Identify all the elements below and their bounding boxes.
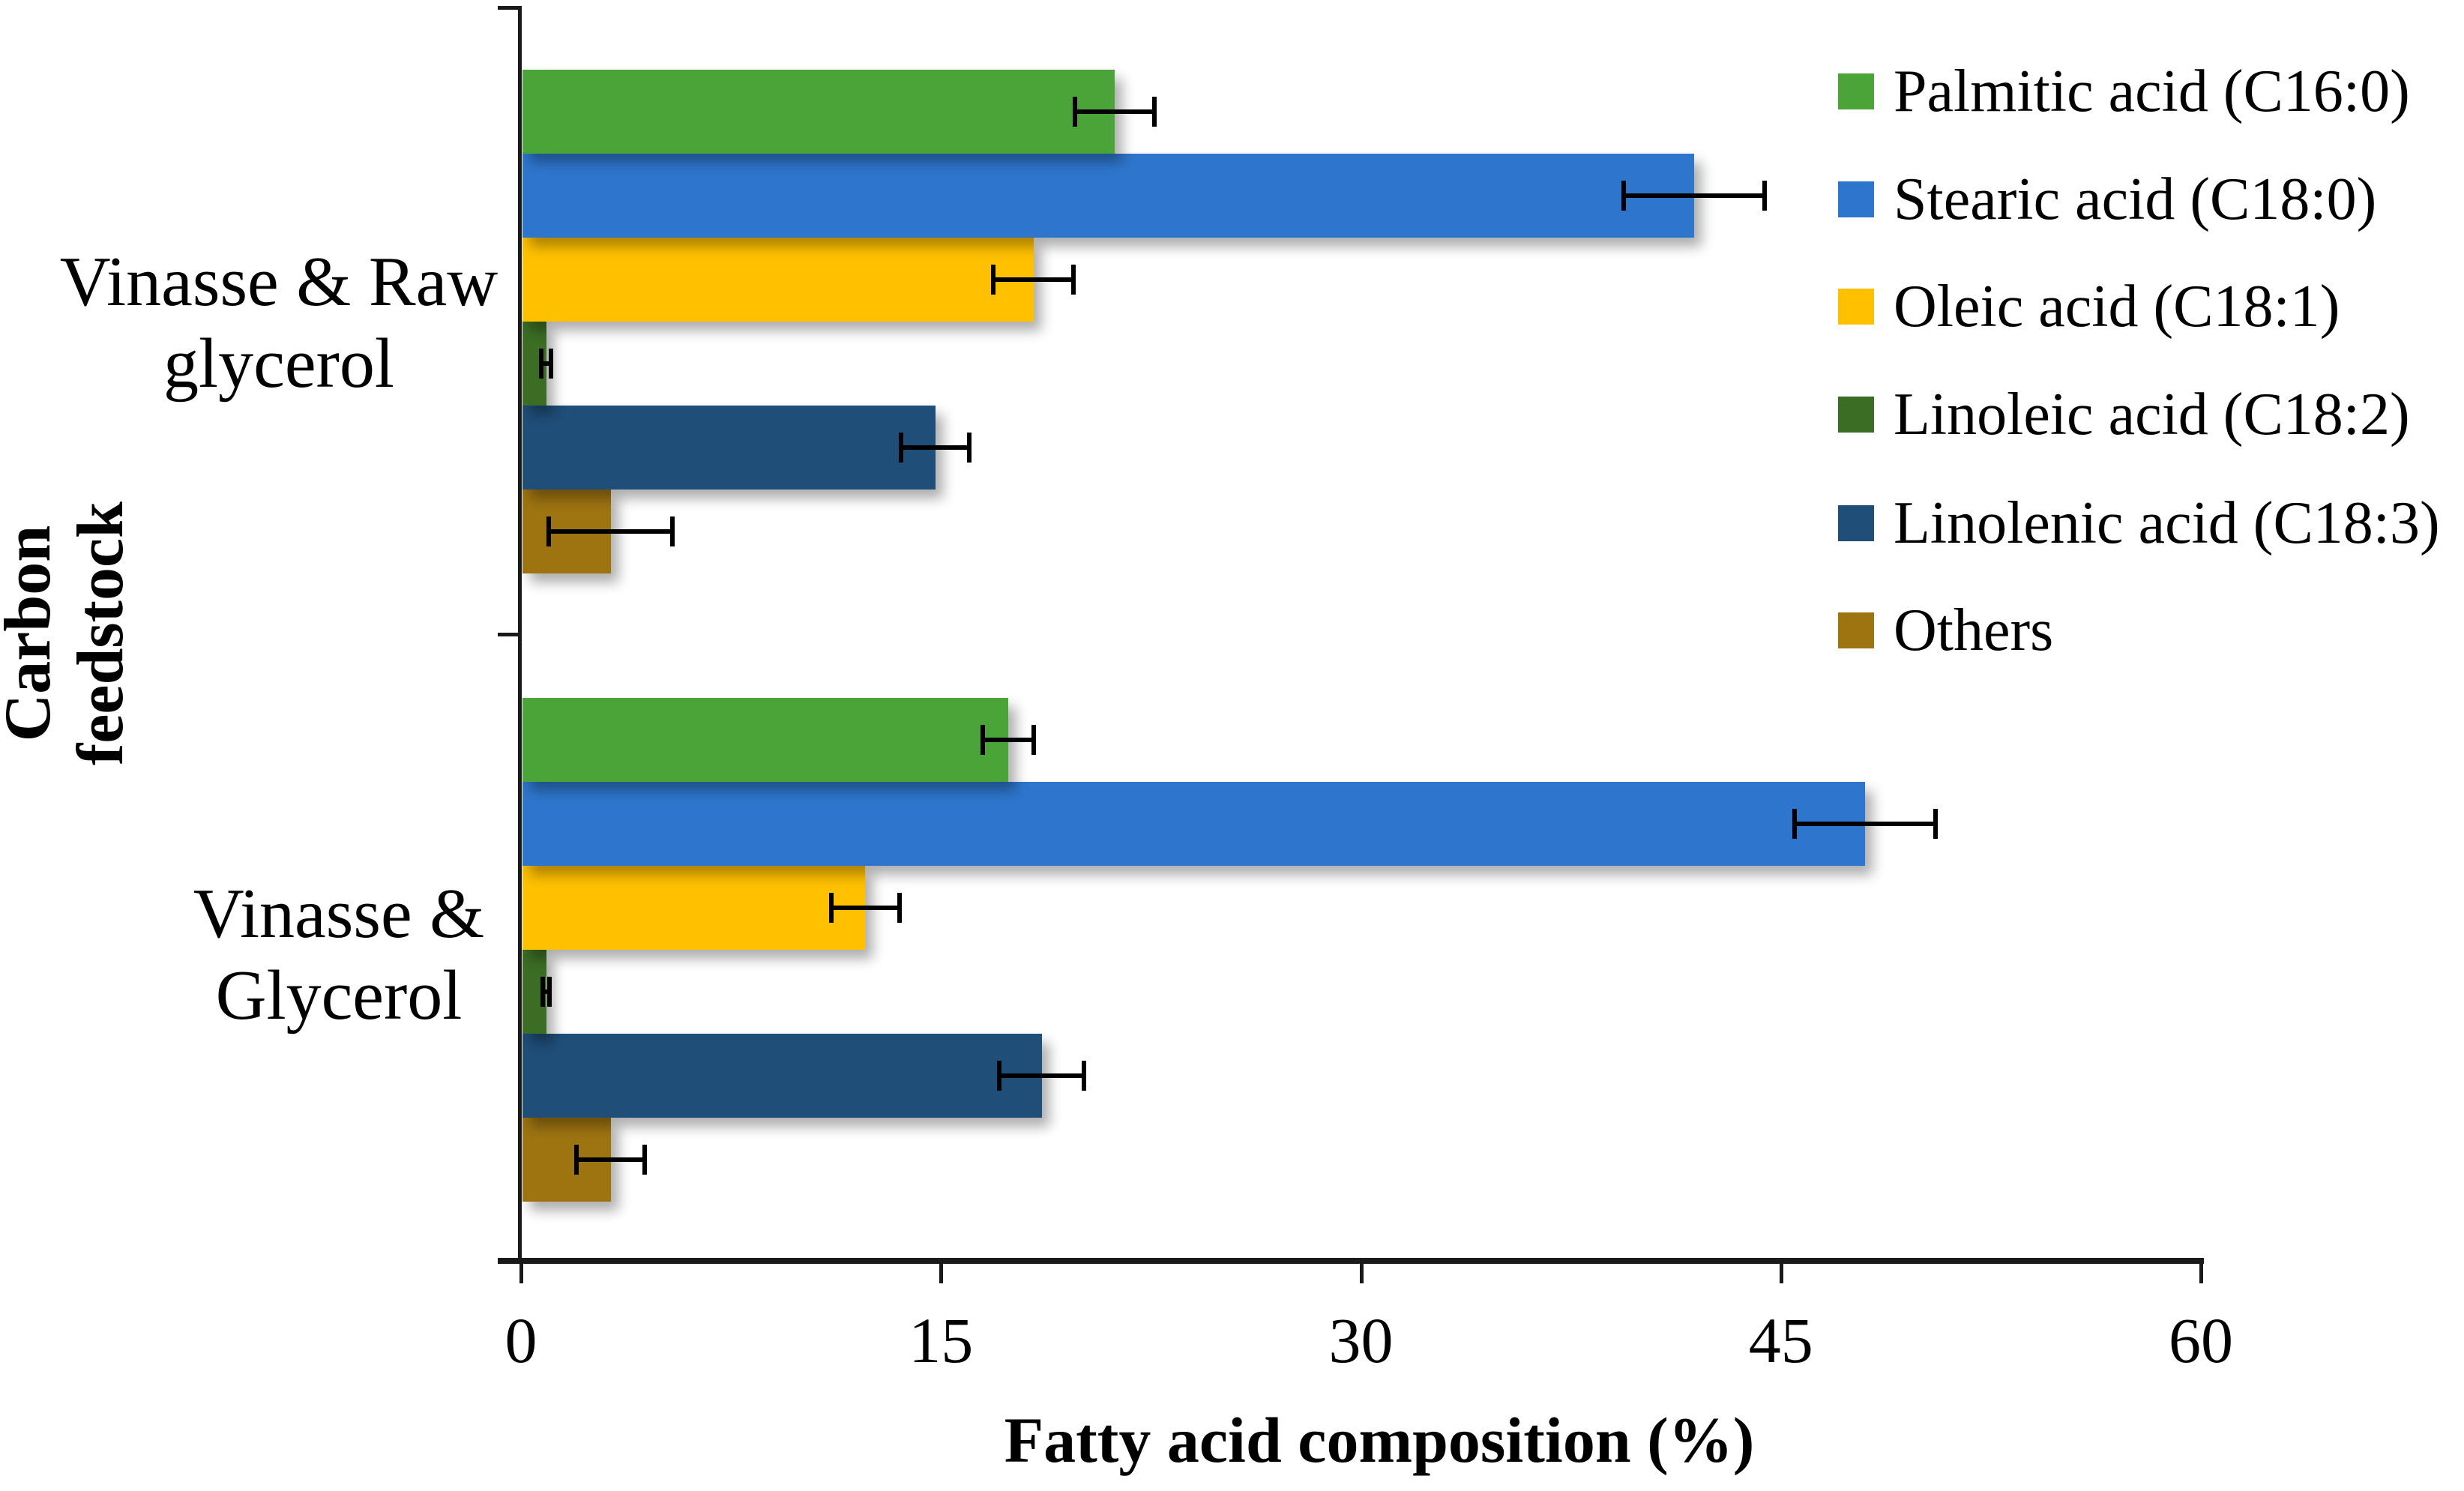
x-tick-label-60: 60 [2169, 1304, 2233, 1376]
legend-label-others: Others [1894, 597, 2054, 663]
bar-vinasse-raw-glycerol-linolenic-acid-c18-3 [522, 406, 936, 490]
error-cap-left [1072, 97, 1077, 127]
error-cap-left [828, 893, 834, 923]
legend-label-oleic-acid-c18-1: Oleic acid (C18:1) [1894, 273, 2340, 340]
x-axis-title: Fatty acid composition (%) [1004, 1404, 1755, 1476]
error-whisker [996, 1073, 1087, 1078]
bar-vinasse-raw-glycerol-oleic-acid-c18-1 [522, 238, 1034, 322]
error-cap-right [1933, 809, 1938, 839]
legend-swatch-palmitic-acid-c16-0 [1838, 73, 1874, 109]
x-tick-label-30: 30 [1328, 1304, 1394, 1376]
error-whisker [980, 738, 1037, 742]
error-bar-vinasse-raw-glycerol-oleic-acid-c18-1 [991, 265, 1076, 295]
legend-label-palmitic-acid-c16-0: Palmitic acid (C16:0) [1894, 58, 2410, 124]
error-bar-vinasse-glycerol-palmitic-acid-c16-0 [980, 725, 1037, 755]
error-whisker [1621, 193, 1768, 198]
legend-item-linolenic-acid-c18-3: Linolenic acid (C18:3) [1838, 475, 2440, 572]
x-tick-mark-60 [2199, 1262, 2203, 1283]
legend-label-stearic-acid-c18-0: Stearic acid (C18:0) [1894, 166, 2377, 232]
category-label-vinasse-raw-glycerol: Vinasse & Raw glycerol [59, 243, 498, 403]
legend-item-others: Others [1838, 582, 2053, 679]
legend-item-stearic-acid-c18-0: Stearic acid (C18:0) [1838, 151, 2376, 248]
error-cap-left [991, 265, 996, 295]
error-cap-left [980, 725, 985, 755]
error-cap-right [1031, 725, 1037, 755]
bar-vinasse-glycerol-stearic-acid-c18-0 [522, 782, 1865, 866]
bar-vinasse-glycerol-oleic-acid-c18-1 [522, 866, 866, 950]
legend-swatch-linolenic-acid-c18-3 [1838, 505, 1874, 541]
x-tick-label-15: 15 [909, 1304, 974, 1376]
x-tick-mark-30 [1359, 1262, 1364, 1283]
x-tick-mark-0 [519, 1262, 523, 1283]
legend-item-palmitic-acid-c16-0: Palmitic acid (C16:0) [1838, 43, 2410, 140]
bar-vinasse-raw-glycerol-stearic-acid-c18-0 [522, 154, 1694, 238]
category-label-vinasse-glycerol: Vinasse & Glycerol [193, 875, 485, 1035]
error-whisker [1792, 822, 1938, 826]
error-bar-vinasse-glycerol-others [573, 1145, 648, 1175]
y-axis-top-boundary-tick [498, 6, 520, 10]
error-whisker [991, 277, 1076, 282]
error-cap-right [1082, 1061, 1087, 1091]
x-tick-mark-45 [1779, 1262, 1783, 1283]
error-bar-vinasse-glycerol-oleic-acid-c18-1 [828, 893, 902, 923]
error-bar-vinasse-glycerol-stearic-acid-c18-0 [1792, 809, 1938, 839]
error-cap-left [573, 1145, 579, 1175]
error-cap-left [546, 516, 551, 546]
error-cap-left [540, 977, 546, 1007]
error-bar-vinasse-raw-glycerol-others [546, 516, 675, 546]
error-cap-left [1792, 809, 1797, 839]
y-axis-title: Carbon feedstock [0, 501, 137, 765]
error-whisker [546, 529, 675, 534]
error-cap-right [1762, 181, 1768, 211]
error-cap-right [670, 516, 675, 546]
error-whisker [1072, 109, 1157, 114]
error-cap-left [539, 349, 544, 379]
error-whisker [828, 906, 902, 910]
x-tick-label-45: 45 [1748, 1304, 1813, 1376]
legend-label-linoleic-acid-c18-2: Linoleic acid (C18:2) [1894, 381, 2410, 448]
error-whisker [539, 361, 553, 366]
legend-item-oleic-acid-c18-1: Oleic acid (C18:1) [1838, 258, 2340, 355]
error-cap-right [548, 349, 553, 379]
legend-swatch-linoleic-acid-c18-2 [1838, 397, 1874, 433]
error-bar-vinasse-raw-glycerol-stearic-acid-c18-0 [1621, 181, 1768, 211]
error-cap-right [547, 977, 552, 1007]
error-cap-left [1621, 181, 1626, 211]
x-tick-label-0: 0 [504, 1304, 537, 1376]
error-cap-right [1151, 97, 1157, 127]
error-cap-right [1070, 265, 1076, 295]
error-bar-vinasse-glycerol-linoleic-acid-c18-2 [540, 977, 552, 1007]
error-cap-left [899, 433, 904, 463]
error-whisker [899, 445, 972, 450]
error-bar-vinasse-raw-glycerol-linoleic-acid-c18-2 [539, 349, 553, 379]
bar-vinasse-glycerol-palmitic-acid-c16-0 [522, 698, 1008, 782]
error-cap-right [642, 1145, 648, 1175]
legend-item-linoleic-acid-c18-2: Linoleic acid (C18:2) [1838, 366, 2410, 463]
legend-swatch-oleic-acid-c18-1 [1838, 289, 1874, 325]
legend-label-linolenic-acid-c18-3: Linolenic acid (C18:3) [1894, 490, 2440, 556]
x-axis-line [498, 1258, 2204, 1264]
x-tick-mark-15 [939, 1262, 944, 1283]
error-bar-vinasse-raw-glycerol-palmitic-acid-c16-0 [1072, 97, 1157, 127]
error-whisker [540, 990, 552, 994]
bar-vinasse-glycerol-linolenic-acid-c18-3 [522, 1034, 1042, 1118]
y-axis-middle-boundary-tick [498, 633, 520, 636]
bar-vinasse-raw-glycerol-palmitic-acid-c16-0 [522, 70, 1115, 154]
legend-swatch-others [1838, 612, 1874, 648]
error-whisker [573, 1157, 648, 1162]
error-cap-left [996, 1061, 1001, 1091]
error-bar-vinasse-raw-glycerol-linolenic-acid-c18-3 [899, 433, 972, 463]
error-bar-vinasse-glycerol-linolenic-acid-c18-3 [996, 1061, 1087, 1091]
legend-swatch-stearic-acid-c18-0 [1838, 181, 1874, 217]
error-cap-right [967, 433, 972, 463]
error-cap-right [897, 893, 902, 923]
